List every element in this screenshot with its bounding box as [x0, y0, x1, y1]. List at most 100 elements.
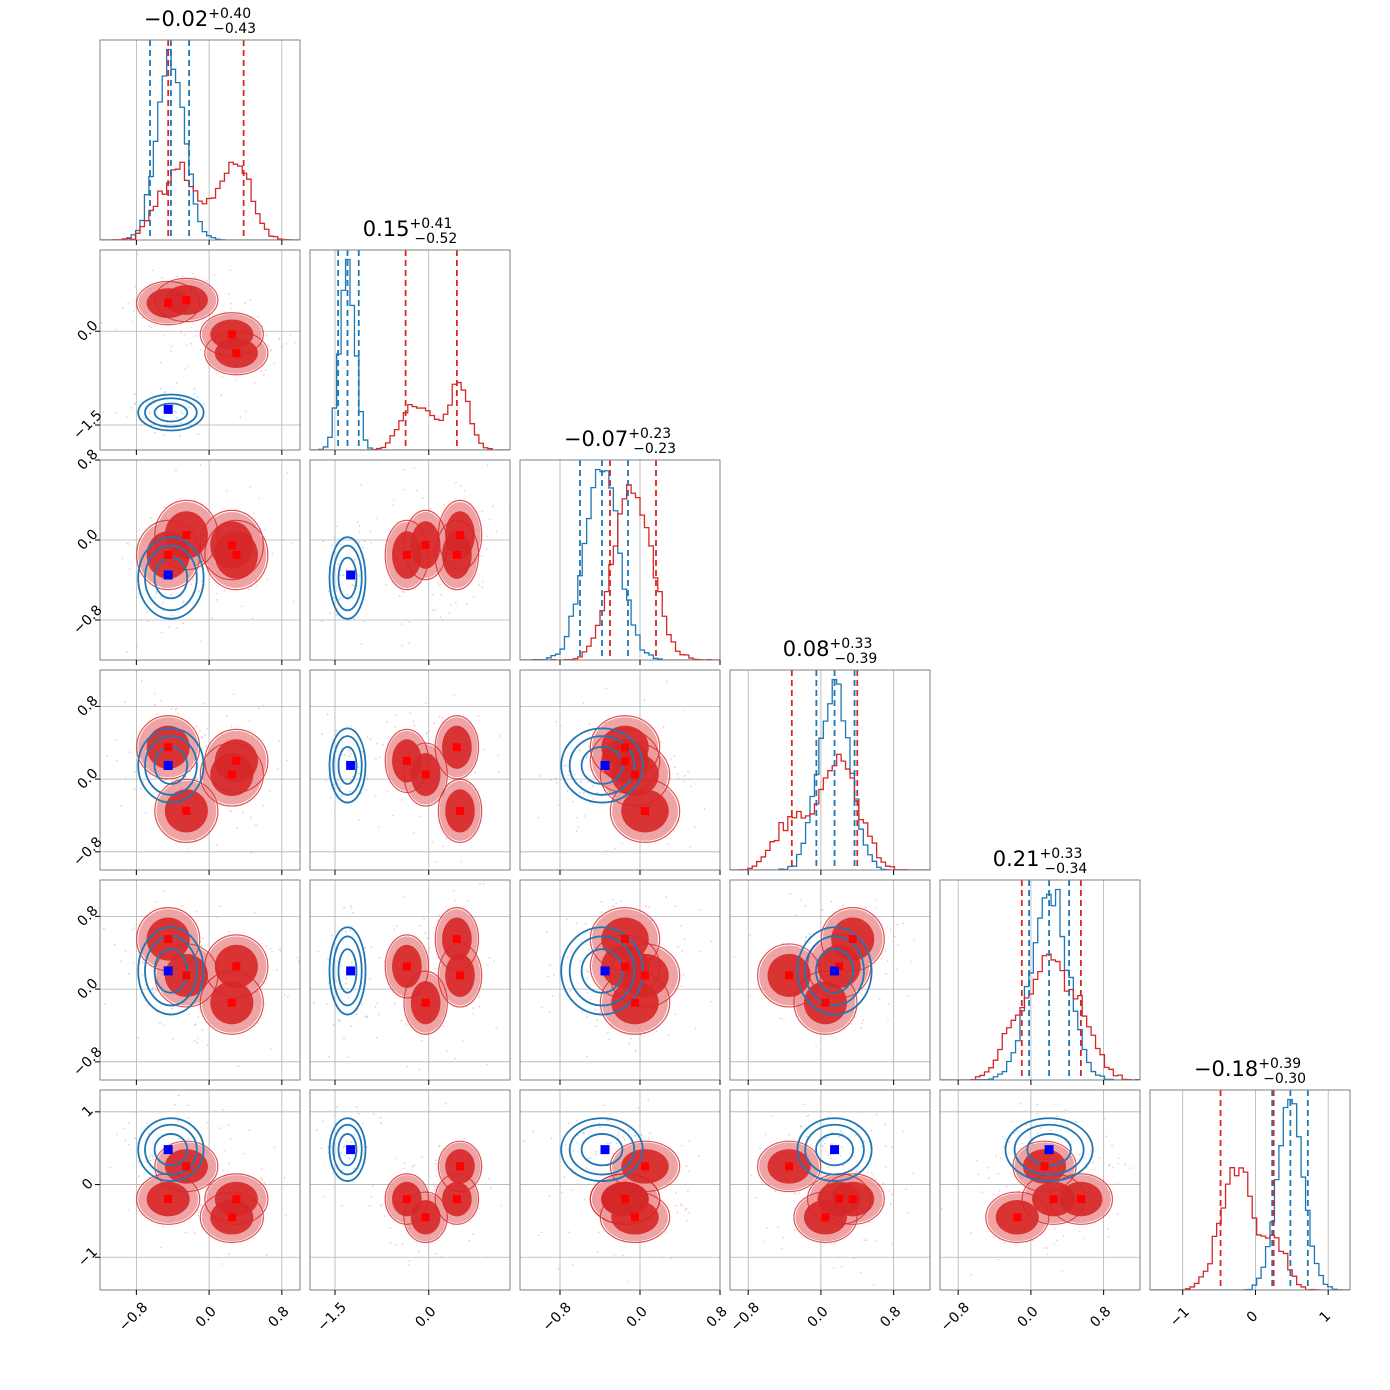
red-sample-point — [100, 1180, 102, 1183]
red-contour-line — [384, 934, 430, 999]
red-sample-point — [622, 1254, 624, 1257]
blue-sample-point — [870, 1129, 872, 1132]
red-sample-point — [260, 1167, 263, 1170]
red-contour-line — [403, 742, 448, 807]
title-median: −0.18 — [1194, 1057, 1258, 1081]
blue-sample-point — [392, 504, 394, 507]
blue-contour-line — [1026, 1133, 1072, 1167]
red-sample-point — [598, 1231, 600, 1233]
red-mode-marker — [232, 962, 241, 971]
blue-sample-point — [140, 619, 143, 621]
red-sample-point — [443, 504, 446, 506]
red-mode-marker — [821, 998, 830, 1007]
red-sample-point — [1053, 1227, 1056, 1230]
red-sample-point — [153, 692, 156, 695]
red-sample-point — [749, 933, 751, 936]
blue-sample-point — [1011, 1120, 1014, 1123]
red-sample-point — [392, 499, 395, 502]
red-sample-point — [789, 893, 792, 895]
red-sample-point — [450, 603, 453, 606]
blue-sample-point — [328, 1055, 330, 1058]
blue-sample-point — [181, 904, 183, 907]
red-sample-point — [683, 938, 686, 941]
red-sample-point — [766, 1226, 768, 1229]
blue-sample-point — [884, 950, 887, 952]
red-sample-point — [427, 702, 430, 705]
red-sample-point — [128, 568, 131, 571]
blue-truth-marker — [346, 760, 356, 770]
blue-sample-point — [359, 785, 362, 788]
red-sample-point — [710, 940, 713, 943]
blue-sample-point — [350, 961, 353, 964]
red-sample-point — [162, 1226, 164, 1228]
red-sample-point — [222, 457, 224, 459]
blue-sample-point — [334, 1115, 336, 1117]
blue-sample-point — [1004, 1137, 1007, 1140]
blue-sample-point — [362, 620, 365, 623]
red-sample-point — [605, 687, 608, 690]
blue-sample-point — [187, 1116, 190, 1119]
blue-sample-point — [374, 1006, 377, 1008]
red-sample-point — [230, 302, 232, 305]
blue-sample-point — [637, 1107, 640, 1109]
blue-sample-point — [807, 1114, 810, 1117]
red-sample-point — [622, 1136, 625, 1138]
panel-frame — [309, 669, 511, 871]
red-sample-point — [153, 703, 156, 706]
blue-sample-point — [1064, 1109, 1067, 1112]
red-sample-point — [675, 1192, 677, 1194]
panel-content — [310, 1090, 510, 1290]
blue-sample-point — [323, 1195, 326, 1198]
blue-sample-point — [196, 396, 199, 398]
blue-sample-point — [575, 830, 578, 832]
red-sample-point — [124, 1139, 127, 1142]
red-sample-point — [715, 1207, 717, 1209]
red-sample-point — [909, 960, 912, 963]
blue-sample-point — [151, 989, 153, 992]
red-sample-point — [142, 961, 145, 964]
blue-sample-point — [329, 612, 332, 614]
panel-frame — [519, 459, 721, 661]
blue-sample-point — [771, 1115, 774, 1117]
blue-sample-point — [330, 934, 333, 937]
blue-sample-point — [853, 1155, 856, 1158]
red-sample-point — [694, 826, 696, 829]
blue-sample-point — [583, 1132, 585, 1134]
red-sample-point — [437, 956, 439, 959]
blue-sample-point — [600, 911, 603, 914]
red-sample-point — [793, 1191, 796, 1194]
blue-histogram — [100, 48, 300, 240]
blue-truth-marker — [163, 1145, 173, 1155]
red-sample-point — [120, 805, 123, 807]
blue-contour-line — [796, 926, 873, 1016]
blue-sample-point — [153, 431, 156, 434]
red-sample-point — [179, 497, 182, 500]
red-contour-line — [434, 1173, 480, 1225]
red-sample-point — [683, 780, 685, 783]
x-tick-label: −0.8 — [728, 1299, 763, 1334]
red-sample-point — [386, 721, 388, 724]
red-sample-point — [980, 1191, 983, 1194]
red-sample-point — [194, 276, 197, 279]
red-sample-point — [977, 1173, 980, 1176]
red-mode-marker — [164, 1195, 173, 1204]
red-sample-point — [438, 914, 441, 917]
red-mode-marker — [1049, 1195, 1058, 1204]
blue-sample-point — [322, 540, 325, 543]
red-sample-point — [124, 950, 127, 952]
red-sample-point — [419, 815, 422, 818]
red-sample-point — [465, 603, 468, 605]
red-sample-point — [616, 1134, 619, 1137]
red-sample-point — [567, 774, 570, 777]
red-sample-point — [215, 592, 218, 595]
blue-sample-point — [358, 575, 361, 578]
blue-sample-point — [115, 1133, 118, 1136]
red-sample-point — [891, 1193, 894, 1196]
red-sample-point — [440, 1256, 442, 1258]
red-sample-point — [628, 1042, 631, 1045]
red-sample-point — [389, 1227, 392, 1229]
red-contour-line — [199, 1191, 264, 1244]
blue-sample-point — [179, 396, 182, 399]
blue-sample-point — [827, 1154, 829, 1157]
blue-sample-point — [563, 765, 566, 767]
